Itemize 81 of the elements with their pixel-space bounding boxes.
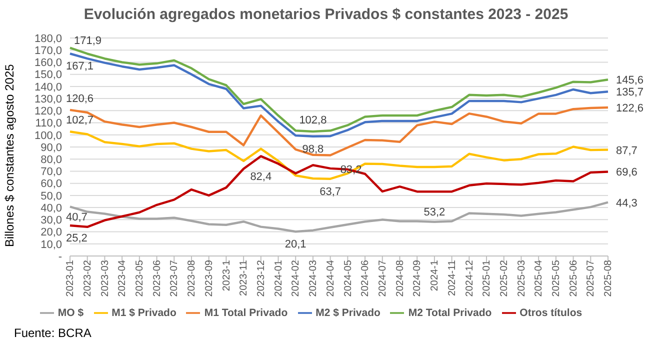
data-label: 69,6 [616,166,638,179]
x-tick-label: 2025-06 [568,260,580,297]
x-tick-label: 2024-05 [342,260,354,297]
x-tick-label: 2025-04 [534,260,545,297]
legend-label: M2 $ Privado [316,306,380,319]
x-tick-label: 2025-07 [586,260,597,297]
data-label: 120,6 [66,92,94,105]
y-tick-label: 130,0 [34,93,62,106]
x-tick-label: 2024-06 [360,260,372,297]
legend-label: M1 $ Privado [112,306,176,319]
y-tick-label: - [58,250,62,263]
y-tick-label: 140,0 [34,81,62,94]
data-label: 171,9 [74,34,102,47]
x-tick-label: 2025-03 [516,260,528,297]
data-label: 63,7 [320,186,342,198]
y-tick-label: 150,0 [34,69,62,82]
y-tick-label: 180,0 [34,32,62,45]
data-label: 167,1 [66,60,94,73]
line-series [68,130,610,180]
data-label: 40,7 [66,212,88,224]
y-tick-label: 50,0 [40,190,62,202]
data-label: 53,2 [424,206,446,219]
x-tick-label: 2024-02 [290,260,302,297]
data-label: 83,2 [340,164,362,176]
x-tick-label: 2023-04 [117,260,128,297]
x-tick-label: 2023-03 [100,260,111,297]
x-tick-label: 2024-12 [464,260,476,297]
y-tick-label: 60,0 [40,178,62,190]
legend-label: MO $ [58,306,84,319]
y-tick-label: 30,0 [40,214,62,227]
x-tick-label: 2024-1 [430,260,441,292]
x-tick-label: 2024-01 [273,260,284,297]
line-series [68,106,610,156]
legend-label: M1 Total Privado [204,306,288,319]
data-label: 135,7 [616,86,644,99]
legend-label: M2 Total Privado [408,306,492,319]
data-label: 102,7 [66,114,94,127]
x-tick-label: 2025-02 [498,260,510,297]
y-tick-label: 160,0 [34,57,62,70]
x-tick-label: 2023-12 [256,260,268,297]
x-tick-label: 2024-04 [325,260,336,297]
legend-label: Otros títulos [520,306,582,319]
x-tick-label: 2025-05 [551,260,562,297]
data-label: 25,2 [66,232,88,244]
x-tick-label: 2024-08 [394,260,406,297]
y-tick-label: 100,0 [34,130,62,142]
y-tick-label: 90,0 [40,142,62,154]
y-tick-label: 20,0 [40,226,62,239]
data-label: 102,8 [299,114,327,126]
x-tick-label: 2024-11 [446,260,458,296]
data-label: 82,4 [250,171,272,184]
y-tick-label: 80,0 [40,154,62,166]
data-label: 44,3 [616,197,638,210]
chart-title: Evolución agregados monetarios Privados $ constantes 2023 - 2025 [82,6,570,23]
x-tick-label: 2023-08 [186,260,198,297]
x-tick-label: 2023-06 [152,260,163,297]
x-tick-label: 2025-08 [603,260,614,297]
x-tick-label: 2023-02 [82,260,94,297]
data-label: 122,6 [616,102,644,115]
x-tick-label: 2023-01 [65,260,76,297]
x-tick-label: 2024-09 [412,260,424,297]
data-label: 87,7 [616,144,638,157]
y-tick-label: 120,0 [34,106,62,118]
x-tick-label: 2023-07 [169,260,180,297]
y-tick-label: 10,0 [40,238,62,251]
x-tick-label: 2023-1 [221,260,232,292]
x-tick-label: 2023-09 [204,260,215,297]
data-label: 145,6 [616,74,644,87]
x-tick-label: 2023-11 [238,260,250,296]
source-note: Fuente: BCRA [14,326,92,340]
y-tick-label: 70,0 [40,166,62,178]
data-label: 98,8 [302,143,324,156]
data-label: 20,1 [284,238,306,251]
x-tick-label: 2023-05 [134,260,146,297]
x-tick-label: 2025-01 [482,260,493,297]
y-axis-title: Billones $ constantes agosto 2025 [2,64,16,247]
y-tick-label: 170,0 [34,45,62,58]
x-tick-label: 2024-07 [377,260,388,297]
y-tick-label: 110,0 [35,118,62,130]
x-tick-label: 2024-03 [308,260,320,297]
y-tick-label: 40,0 [40,202,62,214]
